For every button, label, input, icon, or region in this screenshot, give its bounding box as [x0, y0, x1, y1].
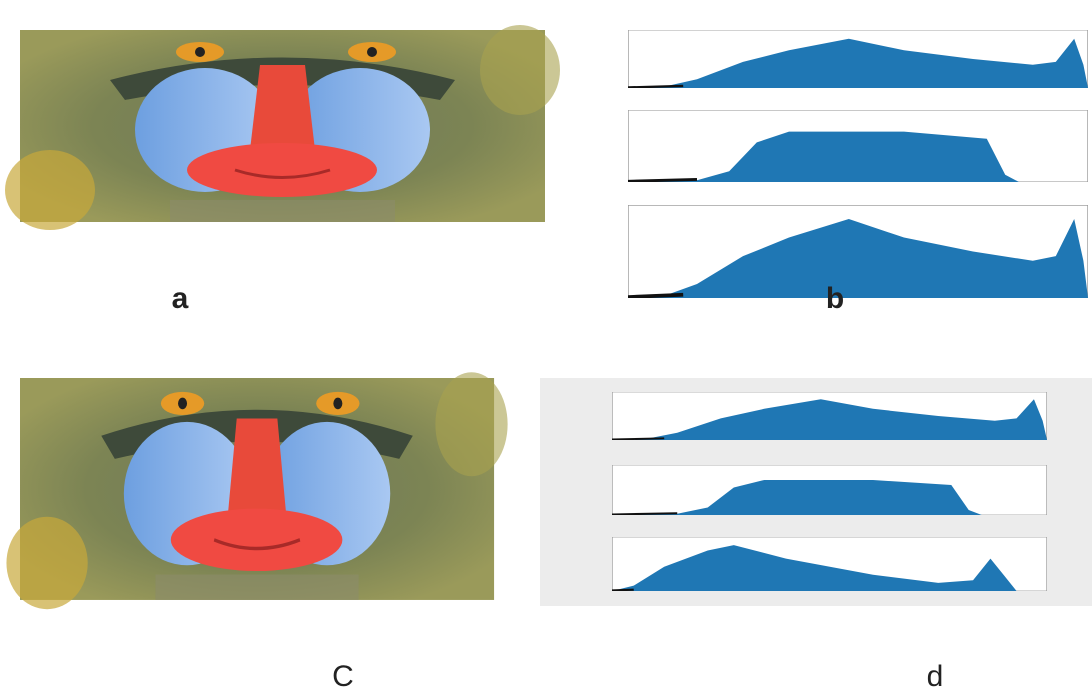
histogram-panel: [540, 378, 1092, 606]
histogram-panel: [628, 30, 1088, 298]
panel-label: a: [172, 282, 189, 316]
panel-label: b: [826, 282, 844, 316]
photo: [5, 25, 560, 230]
figure: a b C d: [0, 0, 1092, 692]
panel-label: d: [927, 660, 944, 692]
panel-label: C: [332, 660, 354, 692]
figure-graphics: [0, 0, 1092, 692]
photo: [6, 372, 507, 609]
